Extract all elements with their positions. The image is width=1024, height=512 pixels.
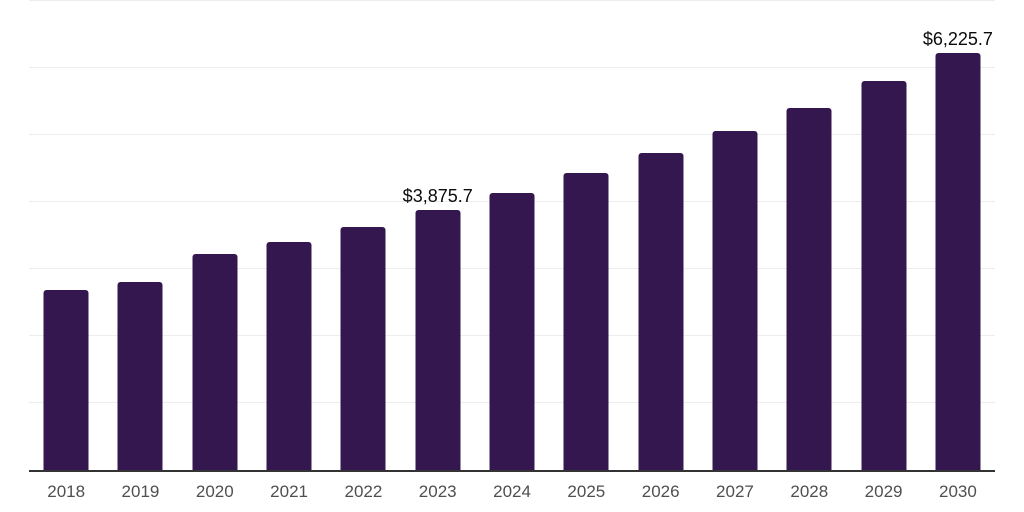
- bar-2020: [192, 254, 238, 470]
- x-tick-label-2030: 2030: [938, 482, 977, 501]
- bar-2023: [415, 210, 461, 470]
- bar-2029: [861, 80, 907, 470]
- bar-2026: [638, 153, 684, 470]
- x-tick-label-2024: 2024: [493, 482, 531, 501]
- bar-2018: [43, 290, 89, 470]
- bar-2019: [117, 281, 163, 470]
- bar-2027: [712, 131, 758, 470]
- bar-slot-2023: $3,875.7: [401, 1, 475, 470]
- gridline: [29, 67, 995, 68]
- bar-slot-2022: [326, 1, 400, 470]
- bar-slot-2020: [178, 1, 252, 470]
- bar-2028: [786, 108, 832, 470]
- x-tick-label-2021: 2021: [270, 482, 308, 501]
- bar-slot-2026: [624, 1, 698, 470]
- x-tick-label-2028: 2028: [790, 482, 829, 501]
- bars-row: $3,875.7 $6,225.7: [29, 1, 995, 470]
- bar-slot-2028: [772, 1, 846, 470]
- bar-slot-2018: [29, 1, 103, 470]
- x-tick-label-2022: 2022: [344, 482, 383, 501]
- bar-2024: [489, 193, 535, 470]
- x-axis: 2018 2019 2020 2021 2022 2023 2024 2025 2026 2027…: [29, 481, 995, 503]
- bar-slot-2029: [846, 1, 920, 470]
- bar-slot-2024: [475, 1, 549, 470]
- x-tick-label-2026: 2026: [641, 482, 680, 501]
- x-tick-label-2025: 2025: [567, 482, 606, 501]
- x-tick-label-2029: 2029: [864, 482, 903, 501]
- bar-2025: [563, 173, 609, 470]
- gridline: [29, 0, 995, 1]
- bar-2030: [935, 52, 981, 470]
- bar-slot-2025: [549, 1, 623, 470]
- x-tick-label-2023: 2023: [418, 482, 457, 501]
- bar-2021: [266, 242, 312, 470]
- x-tick-label-2027: 2027: [716, 482, 754, 501]
- bar-slot-2019: [103, 1, 177, 470]
- x-tick-label-2019: 2019: [121, 482, 160, 501]
- x-tick-label-2020: 2020: [195, 482, 234, 501]
- gridline: [29, 134, 995, 135]
- bar-slot-2030: $6,225.7: [921, 1, 995, 470]
- bar-2022: [340, 227, 386, 470]
- bar-slot-2027: [698, 1, 772, 470]
- x-tick-label-2018: 2018: [47, 482, 86, 501]
- plot-area: $3,875.7 $6,225.7: [29, 0, 995, 472]
- data-label-2023: $3,875.7: [402, 186, 473, 207]
- data-label-2030: $6,225.7: [922, 28, 993, 49]
- bar-slot-2021: [252, 1, 326, 470]
